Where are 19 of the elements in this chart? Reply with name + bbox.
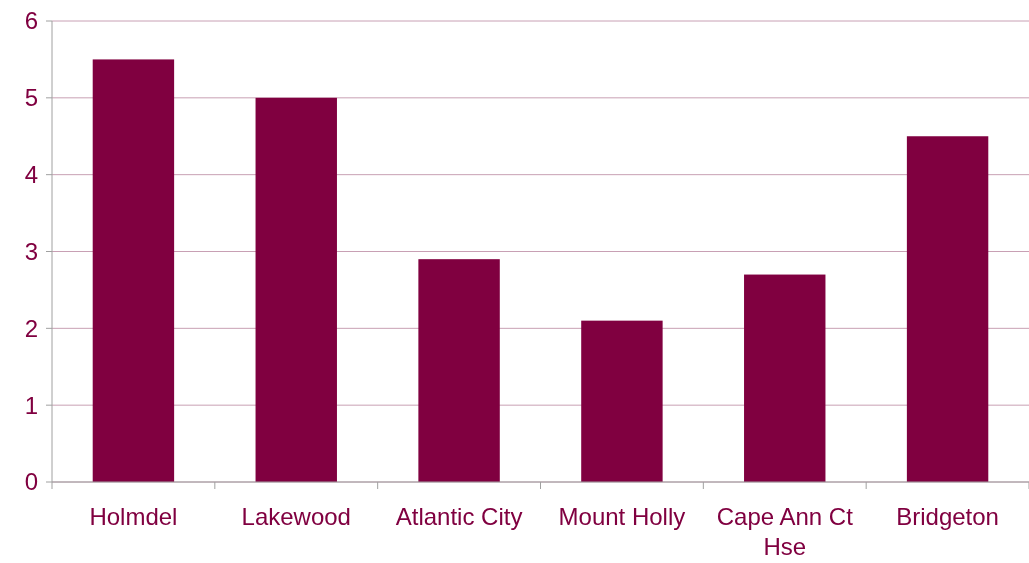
x-tick-label: Mount Holly [558, 503, 686, 530]
y-tick-label: 5 [24, 84, 38, 112]
bar [418, 259, 500, 482]
bar [906, 136, 989, 482]
y-tick-label: 3 [24, 237, 38, 265]
x-tick-label: Atlantic City [395, 503, 523, 530]
x-tick-label: Lakewood [241, 503, 351, 530]
y-tick-label: 6 [24, 7, 38, 35]
x-tick-label: Bridgeton [896, 503, 999, 530]
x-tick-label: Holmdel [89, 503, 178, 530]
bar [92, 59, 175, 482]
y-tick-label: 1 [24, 391, 38, 419]
bar [255, 97, 337, 482]
bar [744, 274, 826, 482]
y-tick-label: 0 [24, 468, 38, 496]
y-tick-label: 2 [24, 314, 38, 342]
y-tick-label: 4 [24, 161, 38, 189]
bar [581, 320, 663, 482]
x-tick-label: Cape Ann Ct Hse [716, 503, 854, 560]
